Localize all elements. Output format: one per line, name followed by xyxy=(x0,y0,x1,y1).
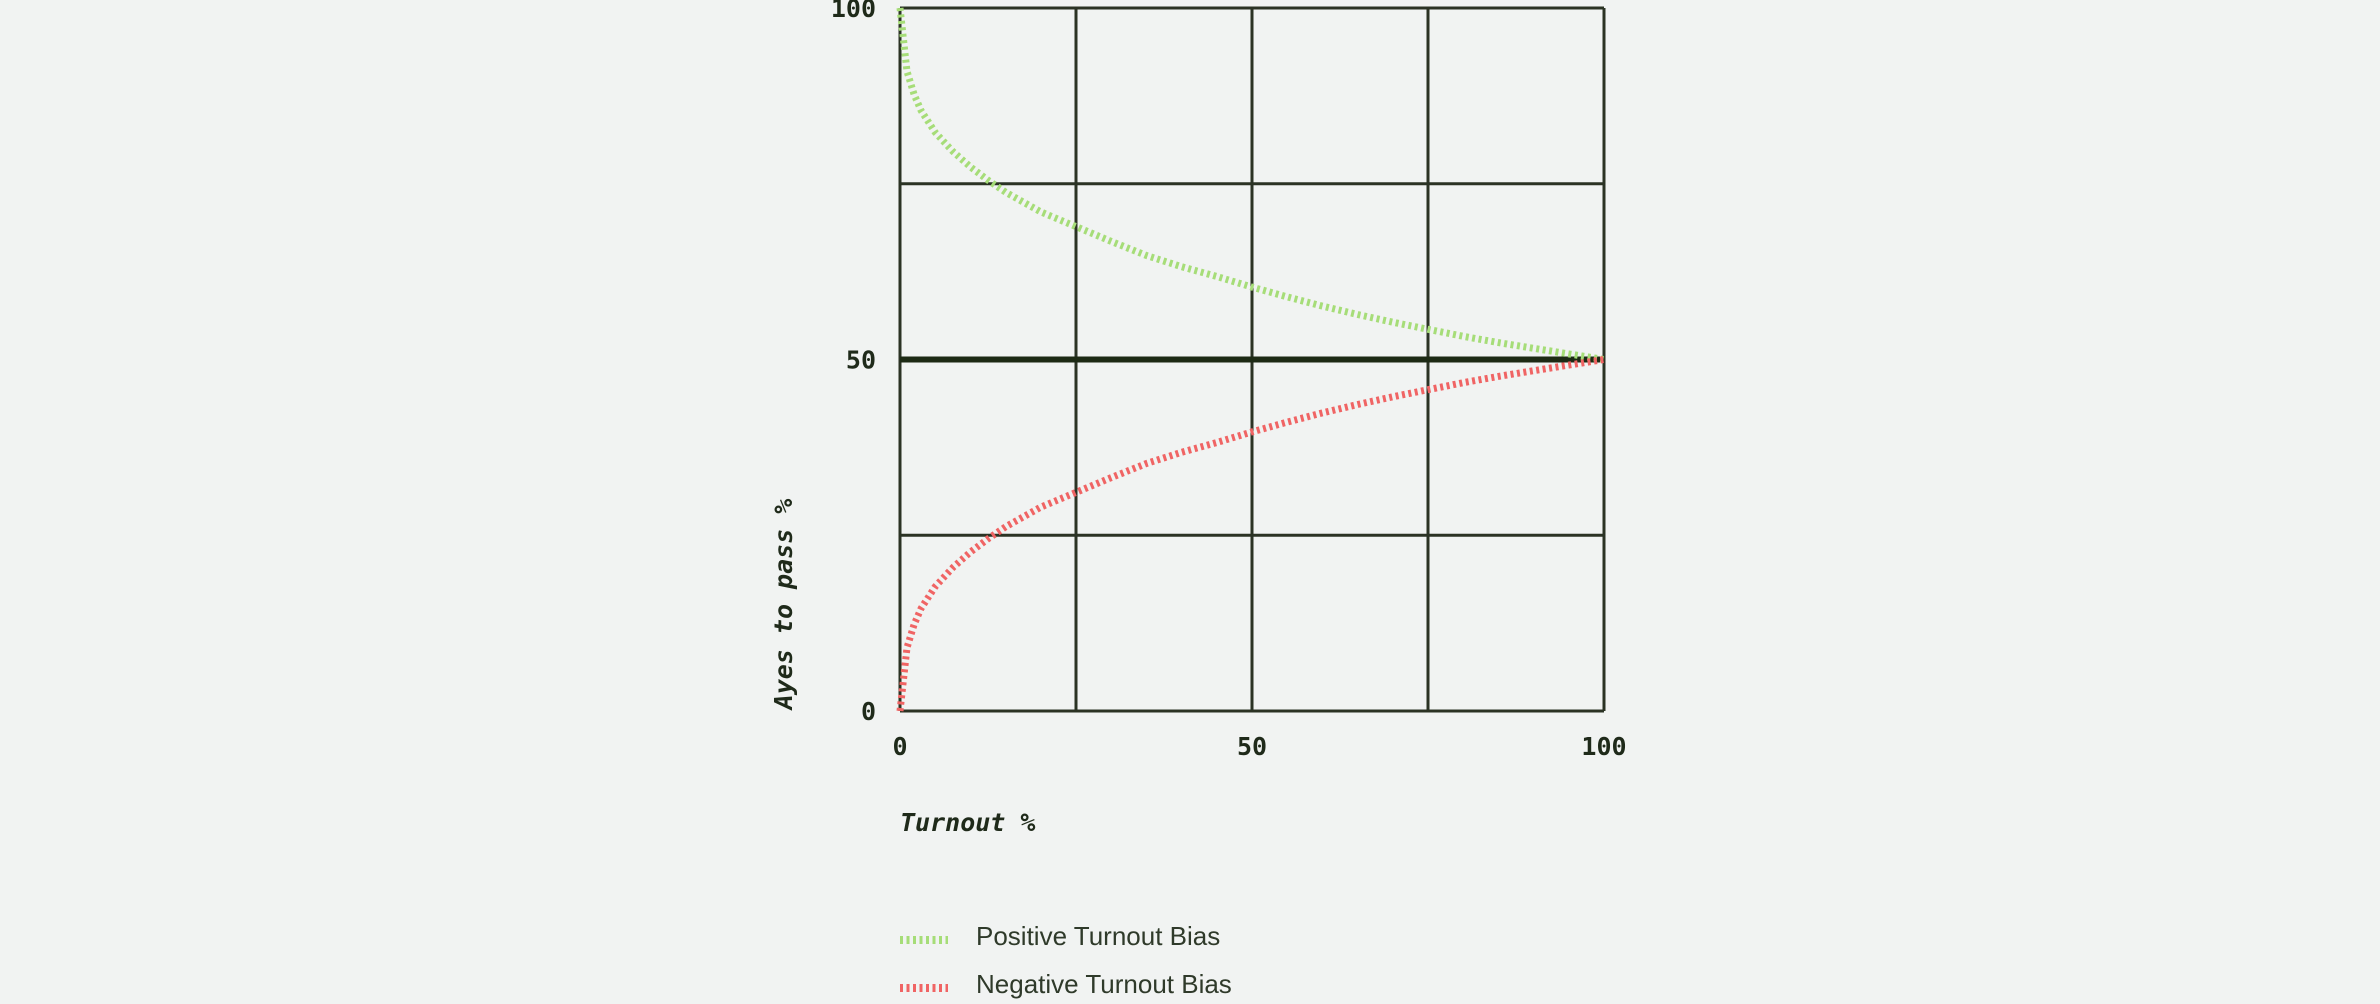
x-tick-label: 0 xyxy=(892,732,907,761)
legend: Positive Turnout Bias Negative Turnout Bi… xyxy=(900,921,1232,999)
tick-layer: 0 50 100 0 50 100 xyxy=(831,0,1627,761)
y-axis-title: Ayes to pass % xyxy=(769,499,798,712)
series-line-positive xyxy=(896,7,1605,363)
grid-layer xyxy=(898,6,1606,713)
y-tick-label: 100 xyxy=(831,0,876,23)
legend-label-negative: Negative Turnout Bias xyxy=(976,969,1232,999)
x-tick-label: 100 xyxy=(1581,732,1626,761)
x-axis-title: Turnout % xyxy=(900,808,1035,837)
legend-label-positive: Positive Turnout Bias xyxy=(976,921,1220,951)
y-tick-label: 50 xyxy=(846,346,876,375)
series-line-negative xyxy=(896,356,1605,712)
series-layer xyxy=(896,7,1605,712)
y-tick-label: 0 xyxy=(861,697,876,726)
x-tick-label: 50 xyxy=(1237,732,1267,761)
